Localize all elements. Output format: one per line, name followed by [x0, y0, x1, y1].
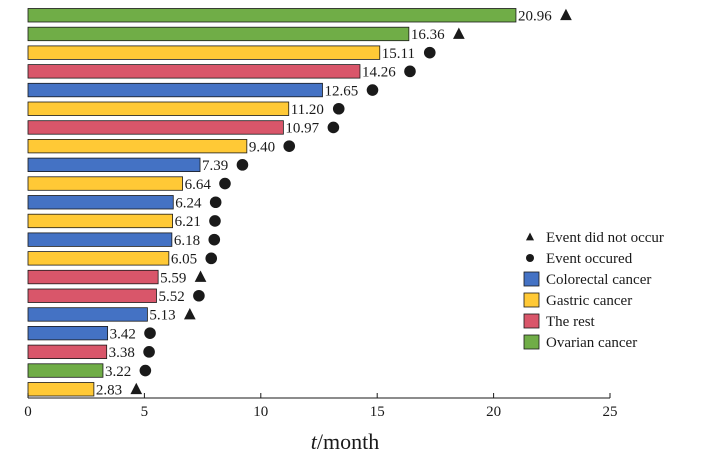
bar-value-label: 10.97 [285, 121, 319, 137]
event-not-occurred-marker [560, 8, 572, 21]
event-occurred-marker [209, 215, 221, 227]
bar-6.21 [27, 213, 173, 229]
event-not-occurred-marker [130, 382, 143, 395]
bar-value-label: 6.64 [185, 177, 212, 193]
event-occurred-marker [193, 289, 205, 302]
event-occurred-marker [139, 364, 152, 377]
event-not-occurred-marker [183, 307, 196, 320]
bar-value-label: 14.26 [362, 65, 396, 81]
bar-value-label: 7.39 [202, 158, 228, 174]
bar-6.24 [27, 195, 174, 210]
legend-swatch-rest [523, 313, 540, 329]
x-tick-label: 25 [603, 404, 618, 420]
bar-6.05 [27, 251, 170, 266]
bar-16.36 [27, 26, 410, 42]
bar-value-label: 12.65 [324, 83, 358, 99]
bar-3.42 [27, 325, 109, 341]
event-occurred-marker [205, 252, 218, 265]
event-occurred-marker [219, 177, 231, 190]
bar-15.11 [27, 45, 381, 60]
bar-value-label: 5.59 [160, 270, 186, 286]
bar-value-label: 5.13 [149, 308, 175, 324]
bar-7.39 [27, 157, 201, 173]
event-not-occurred-marker [453, 27, 465, 39]
bar-3.38 [27, 344, 108, 360]
legend-label-event-not-occurred: Event did not occur [546, 230, 664, 246]
bar-6.18 [27, 232, 173, 247]
event-markers-layer [130, 8, 572, 395]
legend-label-colorectal: Colorectal cancer [546, 272, 651, 288]
x-tick-label: 10 [253, 404, 268, 420]
x-axis-label-rest: /month [317, 429, 379, 454]
bar-value-label: 6.05 [171, 252, 197, 268]
event-occurred-marker [143, 346, 155, 358]
bar-5.52 [27, 288, 157, 303]
bar-5.59 [27, 269, 159, 285]
bar-14.26 [27, 64, 361, 79]
event-occurred-marker [283, 140, 296, 152]
event-occurred-marker [423, 46, 436, 59]
event-not-occurred-marker [194, 270, 207, 282]
bar-value-label: 9.40 [249, 139, 275, 155]
x-tick-label: 15 [370, 404, 385, 420]
event-occurred-marker [404, 65, 416, 78]
bar-value-label: 16.36 [411, 27, 445, 43]
legend-swatch-gastric [523, 292, 540, 308]
x-tick-label: 0 [24, 404, 32, 420]
legend-circle-icon [526, 254, 534, 262]
bar-value-label: 11.20 [291, 102, 324, 118]
bar-11.20 [27, 101, 290, 116]
legend-label-rest: The rest [546, 314, 596, 330]
bar-value-label: 3.38 [109, 345, 135, 361]
bar-value-label: 20.96 [518, 9, 552, 25]
legend-swatch-colorectal [523, 271, 540, 287]
event-occurred-marker [209, 196, 222, 209]
bar-value-label: 3.42 [110, 326, 136, 342]
bar-20.96 [27, 8, 517, 23]
bar-value-label: 6.21 [175, 214, 201, 230]
legend-triangle-icon [525, 232, 535, 241]
legend-swatch-ovarian [523, 334, 540, 350]
legend: Event did not occur Event occured Colorect… [523, 230, 664, 351]
bars-layer [27, 8, 517, 397]
bar-value-label: 3.22 [105, 364, 131, 380]
bar-10.97 [27, 120, 284, 135]
event-occurred-marker [327, 121, 340, 134]
x-tick-label: 20 [486, 404, 501, 420]
legend-label-gastric: Gastric cancer [546, 293, 632, 309]
x-axis: 0 5 10 15 20 25 [24, 393, 618, 420]
bar-value-label: 15.11 [382, 46, 415, 62]
event-occurred-marker [236, 159, 249, 171]
bar-2.83 [27, 382, 95, 397]
event-occurred-marker [208, 233, 221, 246]
bar-3.22 [27, 363, 104, 378]
bar-9.40 [27, 138, 248, 154]
bar-value-label: 2.83 [96, 383, 122, 399]
event-occurred-marker [144, 327, 156, 339]
x-axis-label-italic: t [311, 429, 318, 454]
bar-value-label: 5.52 [159, 289, 185, 305]
x-axis-label: t/month [311, 429, 379, 454]
event-occurred-marker [366, 84, 379, 96]
legend-label-event-occurred: Event occured [546, 251, 633, 267]
bar-6.64 [27, 176, 183, 191]
bar-value-label: 6.18 [174, 233, 200, 249]
bar-12.65 [27, 82, 323, 98]
x-tick-label: 5 [141, 404, 149, 420]
bar-value-label: 6.24 [175, 196, 202, 212]
legend-label-ovarian: Ovarian cancer [546, 335, 637, 351]
bar-5.13 [27, 307, 148, 322]
event-occurred-marker [332, 102, 345, 115]
